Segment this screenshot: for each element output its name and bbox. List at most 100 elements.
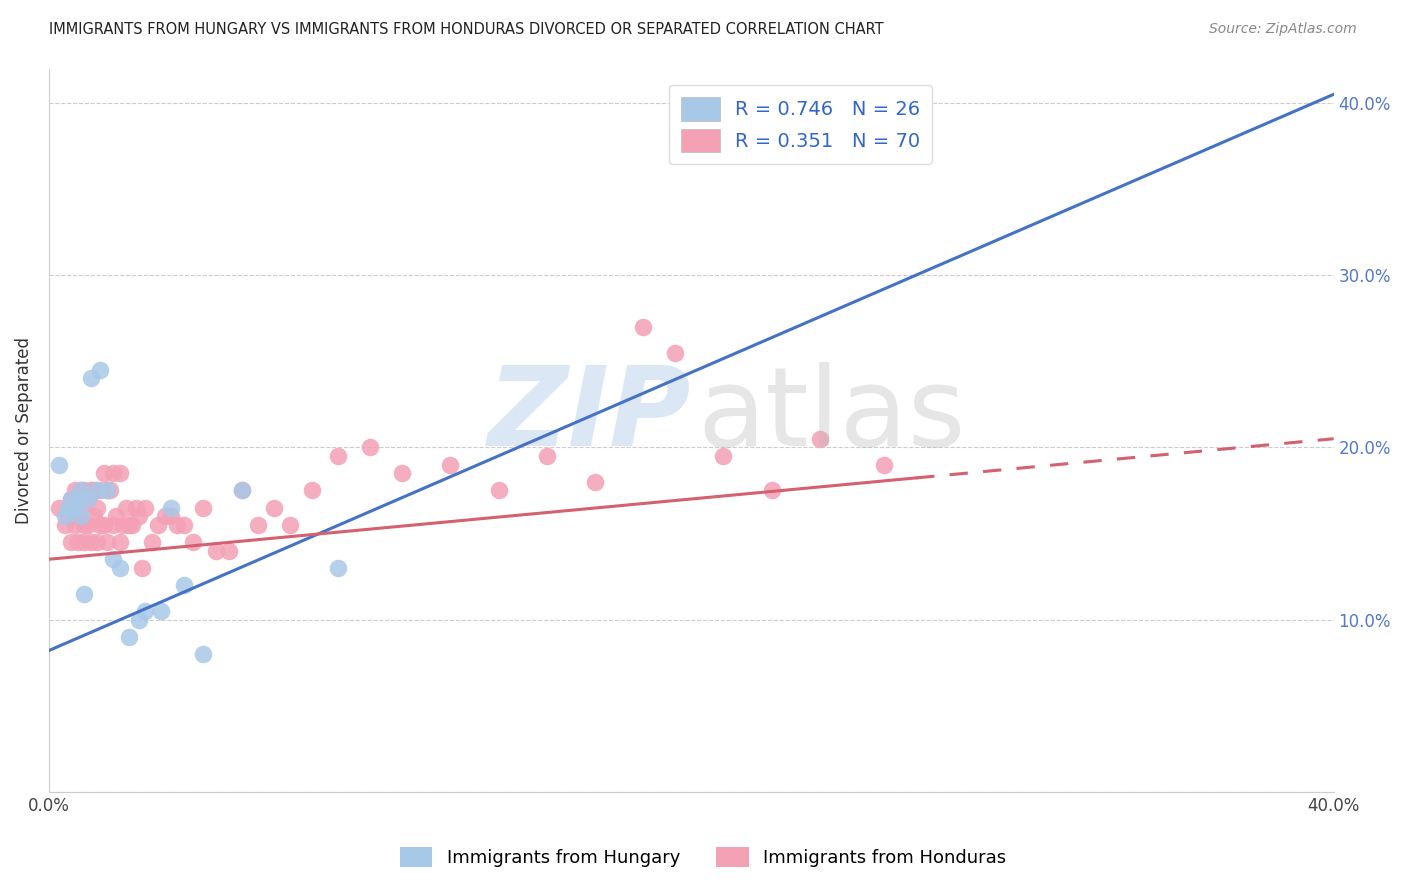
Point bbox=[48, 458, 70, 472]
Point bbox=[60, 491, 83, 506]
Point bbox=[96, 483, 118, 498]
Point bbox=[58, 509, 80, 524]
Point bbox=[105, 509, 128, 524]
Point bbox=[173, 578, 195, 592]
Point bbox=[134, 604, 156, 618]
Point bbox=[583, 475, 606, 489]
Point bbox=[391, 466, 413, 480]
Point bbox=[873, 458, 896, 472]
Point bbox=[439, 458, 461, 472]
Point bbox=[98, 483, 121, 498]
Point bbox=[278, 517, 301, 532]
Point bbox=[131, 561, 153, 575]
Point bbox=[263, 500, 285, 515]
Point bbox=[96, 483, 118, 498]
Point bbox=[63, 483, 86, 498]
Point bbox=[70, 483, 93, 498]
Point bbox=[121, 517, 143, 532]
Point bbox=[808, 432, 831, 446]
Point bbox=[218, 543, 240, 558]
Point bbox=[108, 535, 131, 549]
Point bbox=[713, 449, 735, 463]
Point bbox=[125, 500, 148, 515]
Point bbox=[160, 509, 183, 524]
Point bbox=[70, 500, 93, 515]
Point bbox=[183, 535, 205, 549]
Point bbox=[231, 483, 253, 498]
Point bbox=[761, 483, 783, 498]
Point bbox=[80, 483, 103, 498]
Point bbox=[146, 517, 169, 532]
Point bbox=[70, 509, 93, 524]
Point bbox=[191, 647, 214, 661]
Point bbox=[89, 363, 111, 377]
Point bbox=[86, 535, 108, 549]
Text: atlas: atlas bbox=[697, 362, 966, 469]
Point bbox=[93, 517, 115, 532]
Point bbox=[326, 561, 349, 575]
Point bbox=[96, 535, 118, 549]
Point bbox=[231, 483, 253, 498]
Point bbox=[111, 517, 134, 532]
Point bbox=[86, 483, 108, 498]
Point bbox=[53, 509, 76, 524]
Point bbox=[89, 483, 111, 498]
Point bbox=[128, 613, 150, 627]
Point bbox=[70, 483, 93, 498]
Point bbox=[359, 440, 381, 454]
Point bbox=[536, 449, 558, 463]
Point bbox=[150, 604, 173, 618]
Point bbox=[83, 483, 105, 498]
Point bbox=[166, 517, 188, 532]
Point bbox=[66, 535, 89, 549]
Point bbox=[141, 535, 163, 549]
Point bbox=[66, 491, 89, 506]
Text: ZIP: ZIP bbox=[488, 362, 692, 469]
Text: IMMIGRANTS FROM HUNGARY VS IMMIGRANTS FROM HONDURAS DIVORCED OR SEPARATED CORREL: IMMIGRANTS FROM HUNGARY VS IMMIGRANTS FR… bbox=[49, 22, 884, 37]
Point bbox=[48, 500, 70, 515]
Point bbox=[73, 483, 96, 498]
Point bbox=[905, 139, 928, 153]
Point bbox=[60, 491, 83, 506]
Text: Source: ZipAtlas.com: Source: ZipAtlas.com bbox=[1209, 22, 1357, 37]
Point bbox=[83, 509, 105, 524]
Point bbox=[73, 587, 96, 601]
Point bbox=[73, 517, 96, 532]
Point bbox=[108, 466, 131, 480]
Point bbox=[160, 500, 183, 515]
Point bbox=[118, 517, 141, 532]
Point bbox=[60, 535, 83, 549]
Point bbox=[76, 517, 98, 532]
Point bbox=[173, 517, 195, 532]
Point bbox=[63, 500, 86, 515]
Point bbox=[66, 509, 89, 524]
Point bbox=[664, 345, 686, 359]
Point bbox=[86, 500, 108, 515]
Point bbox=[631, 319, 654, 334]
Legend: Immigrants from Hungary, Immigrants from Honduras: Immigrants from Hungary, Immigrants from… bbox=[392, 839, 1014, 874]
Point bbox=[73, 535, 96, 549]
Point bbox=[89, 517, 111, 532]
Point bbox=[103, 466, 125, 480]
Point bbox=[108, 561, 131, 575]
Point bbox=[246, 517, 269, 532]
Point bbox=[191, 500, 214, 515]
Point bbox=[103, 552, 125, 566]
Point bbox=[93, 466, 115, 480]
Point bbox=[128, 509, 150, 524]
Point bbox=[103, 517, 125, 532]
Point bbox=[53, 517, 76, 532]
Y-axis label: Divorced or Separated: Divorced or Separated bbox=[15, 336, 32, 524]
Point bbox=[63, 517, 86, 532]
Point bbox=[326, 449, 349, 463]
Point bbox=[58, 500, 80, 515]
Point bbox=[134, 500, 156, 515]
Point bbox=[301, 483, 323, 498]
Point bbox=[205, 543, 228, 558]
Point bbox=[80, 371, 103, 385]
Point bbox=[80, 535, 103, 549]
Point bbox=[76, 491, 98, 506]
Point bbox=[488, 483, 510, 498]
Point bbox=[153, 509, 176, 524]
Legend: R = 0.746   N = 26, R = 0.351   N = 70: R = 0.746 N = 26, R = 0.351 N = 70 bbox=[669, 86, 932, 164]
